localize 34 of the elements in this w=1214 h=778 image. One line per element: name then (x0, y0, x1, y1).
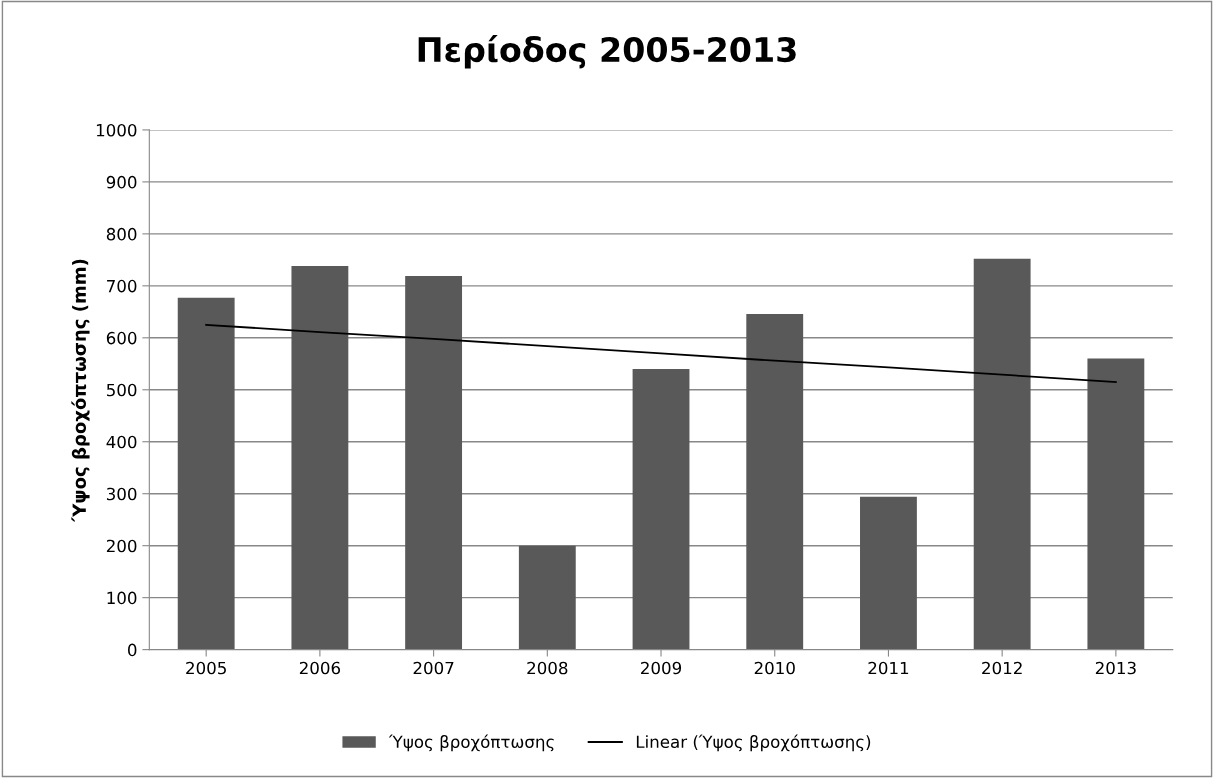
x-tick-label: 2012 (982, 661, 1022, 675)
y-tick-label: 1000 (96, 123, 137, 137)
y-tick-label: 600 (106, 331, 137, 345)
y-tick-label: 100 (107, 591, 137, 605)
x-tick-label: 2009 (641, 661, 682, 675)
x-tick-label: 2006 (299, 661, 341, 675)
y-tick-label: 0 (128, 643, 137, 657)
bar (860, 496, 917, 650)
y-tick-label: 500 (106, 383, 137, 397)
x-tick-label: 2011 (868, 661, 909, 675)
bar (632, 368, 690, 650)
x-tick-label: 2013 (1095, 661, 1136, 675)
y-axis-title: Ύψος βροχόπτωσης (mm) (71, 259, 90, 522)
bar (291, 266, 349, 650)
bar (518, 545, 576, 650)
y-tick-label: 900 (106, 175, 137, 189)
chart-title: Περίοδος 2005-2013 (418, 35, 796, 69)
x-tick-label: 2005 (186, 661, 226, 675)
x-tick-label: 2007 (413, 661, 454, 675)
y-tick-label: 800 (106, 227, 137, 241)
y-tick-label: 200 (106, 539, 137, 553)
legend-label: Linear (Ύψος βροχόπτωσης) (636, 734, 871, 752)
bar (973, 258, 1031, 650)
x-tick-label: 2008 (527, 661, 568, 675)
y-tick-label: 400 (106, 435, 137, 449)
line-series (205, 323, 1117, 383)
y-tick-label: 300 (106, 487, 137, 501)
bar (746, 313, 804, 650)
bar (405, 275, 463, 650)
y-tick-label: 700 (107, 279, 137, 293)
legend-label: Ύψος βροχόπτωσης (388, 734, 554, 752)
bar (1087, 358, 1145, 650)
bar (177, 297, 235, 650)
x-tick-label: 2010 (754, 661, 795, 675)
